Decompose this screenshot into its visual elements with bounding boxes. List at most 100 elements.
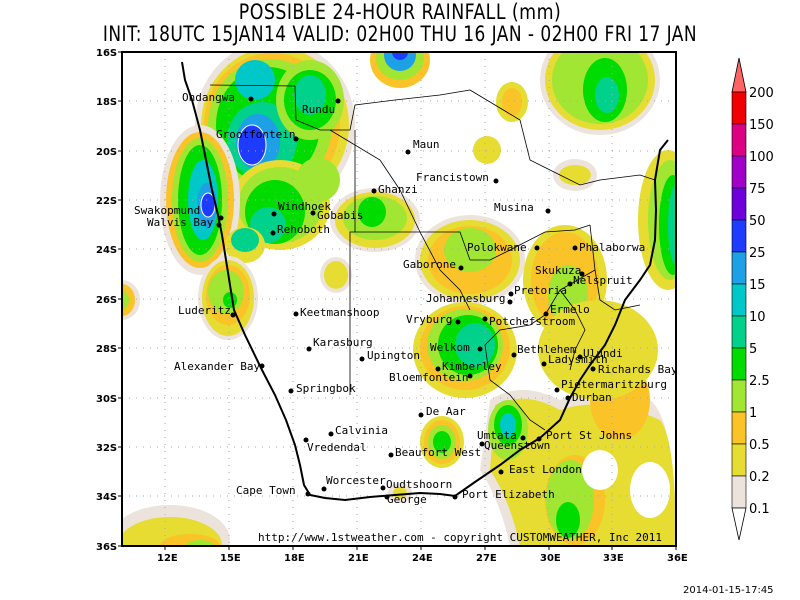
svg-text:Luderitz: Luderitz: [178, 304, 231, 317]
svg-text:Port Elizabeth: Port Elizabeth: [462, 488, 555, 501]
svg-text:Skukuza: Skukuza: [535, 264, 581, 277]
svg-text:Welkom: Welkom: [430, 341, 470, 354]
svg-text:34S: 34S: [96, 492, 117, 503]
svg-text:Swakopmund: Swakopmund: [134, 204, 200, 217]
svg-text:Bethlehem: Bethlehem: [517, 343, 577, 356]
svg-text:5: 5: [749, 342, 757, 357]
svg-text:Kimberley: Kimberley: [442, 360, 502, 373]
city-skukuza: Skukuza: [535, 264, 585, 277]
city-port-elizabeth: Port Elizabeth: [452, 488, 555, 501]
svg-text:22S: 22S: [96, 196, 117, 207]
lon-axis: 12E 15E 18E 21E 24E 27E 30E 33E 36E: [157, 546, 688, 564]
city-umtata: Umtata: [477, 429, 526, 442]
svg-text:Maun: Maun: [413, 138, 440, 151]
svg-text:18S: 18S: [96, 97, 117, 108]
city-vryburg: Vryburg: [406, 313, 461, 326]
svg-text:George: George: [387, 493, 427, 506]
city-karasburg: Karasburg: [306, 336, 373, 352]
city-port-st-johns: Port St Johns: [536, 429, 632, 442]
city-ghanzi: Ghanzi: [371, 183, 418, 196]
colorbar-legend: 200 150 100 75 50 25 15 10 5 2.5 1 0.5 0…: [731, 57, 774, 541]
svg-text:Vredendal: Vredendal: [307, 441, 367, 454]
svg-text:East London: East London: [509, 463, 582, 476]
svg-text:100: 100: [749, 150, 774, 165]
svg-text:Worcester: Worcester: [326, 474, 386, 487]
city-pretoria: Pretoria: [508, 284, 567, 297]
svg-text:Port St Johns: Port St Johns: [546, 429, 632, 442]
city-george: George: [384, 493, 427, 506]
city-walvis-bay: Walvis Bay: [147, 216, 222, 229]
city-maun: Maun: [405, 138, 440, 155]
city-beaufort-west: Beaufort West: [388, 446, 481, 459]
city-springbok: Springbok: [288, 382, 356, 395]
chart-subtitle: INIT: 18UTC 15JAN14 VALID: 02H00 THU 16 …: [102, 22, 698, 46]
city-ondangwa: Ondangwa: [182, 91, 254, 104]
city-de-aar: De Aar: [418, 405, 466, 418]
svg-text:Nelspruit: Nelspruit: [573, 274, 633, 287]
city-kimberley: Kimberley: [435, 360, 502, 373]
svg-text:Gaborone: Gaborone: [403, 258, 456, 271]
svg-text:Springbok: Springbok: [296, 382, 356, 395]
svg-text:Keetmanshoop: Keetmanshoop: [300, 306, 379, 319]
svg-text:Cape Town: Cape Town: [236, 484, 296, 497]
svg-text:27E: 27E: [476, 553, 497, 564]
svg-text:18E: 18E: [284, 553, 305, 564]
svg-text:Upington: Upington: [367, 349, 420, 362]
city-windhoek: Windhoek: [271, 200, 331, 217]
svg-text:36S: 36S: [96, 542, 117, 553]
svg-text:10: 10: [749, 310, 766, 325]
svg-text:Ondangwa: Ondangwa: [182, 91, 235, 104]
city-east-london: East London: [498, 463, 582, 476]
svg-text:Phalaborwa: Phalaborwa: [579, 241, 645, 254]
city-layer: Ondangwa Rundu Grootfontein Maun Francis…: [134, 91, 678, 506]
svg-text:25: 25: [749, 246, 766, 261]
city-ulundi: Ulundi: [577, 347, 623, 360]
svg-text:26S: 26S: [96, 295, 117, 306]
svg-text:Gobabis: Gobabis: [317, 209, 363, 222]
city-musina: Musina: [494, 201, 551, 214]
svg-text:150: 150: [749, 118, 774, 133]
city-bethlehem: Bethlehem: [511, 343, 577, 358]
svg-text:0.2: 0.2: [749, 470, 770, 485]
svg-text:30E: 30E: [540, 553, 561, 564]
city-vredendal: Vredendal: [303, 437, 367, 454]
svg-text:0.1: 0.1: [749, 502, 770, 517]
city-nelspruit: Nelspruit: [567, 274, 633, 287]
svg-text:50: 50: [749, 214, 766, 229]
svg-text:Pretoria: Pretoria: [514, 284, 567, 297]
svg-text:Ladysmith: Ladysmith: [548, 353, 608, 366]
svg-text:Grootfontein: Grootfontein: [216, 128, 295, 141]
svg-text:Rundu: Rundu: [302, 103, 335, 116]
svg-text:0.5: 0.5: [749, 438, 770, 453]
svg-text:Vryburg: Vryburg: [406, 313, 452, 326]
generated-timestamp: 2014-01-15-17:45: [683, 585, 774, 596]
city-ladysmith: Ladysmith: [541, 353, 608, 367]
city-bloemfontein: Bloemfontein: [389, 371, 473, 384]
svg-text:Bloemfontein: Bloemfontein: [389, 371, 468, 384]
city-swakopmund: Swakopmund: [134, 204, 224, 221]
city-upington: Upington: [359, 349, 420, 362]
svg-text:200: 200: [749, 86, 774, 101]
city-pietermaritzburg: Pietermaritzburg: [554, 378, 667, 393]
svg-text:Durban: Durban: [572, 391, 612, 404]
svg-text:33E: 33E: [603, 553, 624, 564]
svg-text:2.5: 2.5: [749, 374, 770, 389]
city-johannesburg: Johannesburg: [426, 292, 513, 305]
svg-text:Beaufort West: Beaufort West: [395, 446, 481, 459]
svg-text:Karasburg: Karasburg: [313, 336, 373, 349]
svg-text:Ghanzi: Ghanzi: [378, 183, 418, 196]
svg-text:21E: 21E: [348, 553, 369, 564]
city-phalaborwa: Phalaborwa: [572, 241, 645, 254]
svg-text:Richards Bay: Richards Bay: [598, 363, 678, 376]
svg-text:24E: 24E: [412, 553, 433, 564]
svg-text:Alexander Bay: Alexander Bay: [174, 360, 260, 373]
coastline: [181, 61, 669, 502]
city-potchefstroom: Potchefstroom: [482, 315, 575, 328]
svg-text:Queenstown: Queenstown: [484, 439, 550, 452]
svg-text:Ermelo: Ermelo: [550, 303, 590, 316]
svg-text:28S: 28S: [96, 344, 117, 355]
city-francistown: Francistown: [416, 171, 499, 184]
svg-text:Pietermaritzburg: Pietermaritzburg: [561, 378, 667, 391]
svg-text:75: 75: [749, 182, 766, 197]
